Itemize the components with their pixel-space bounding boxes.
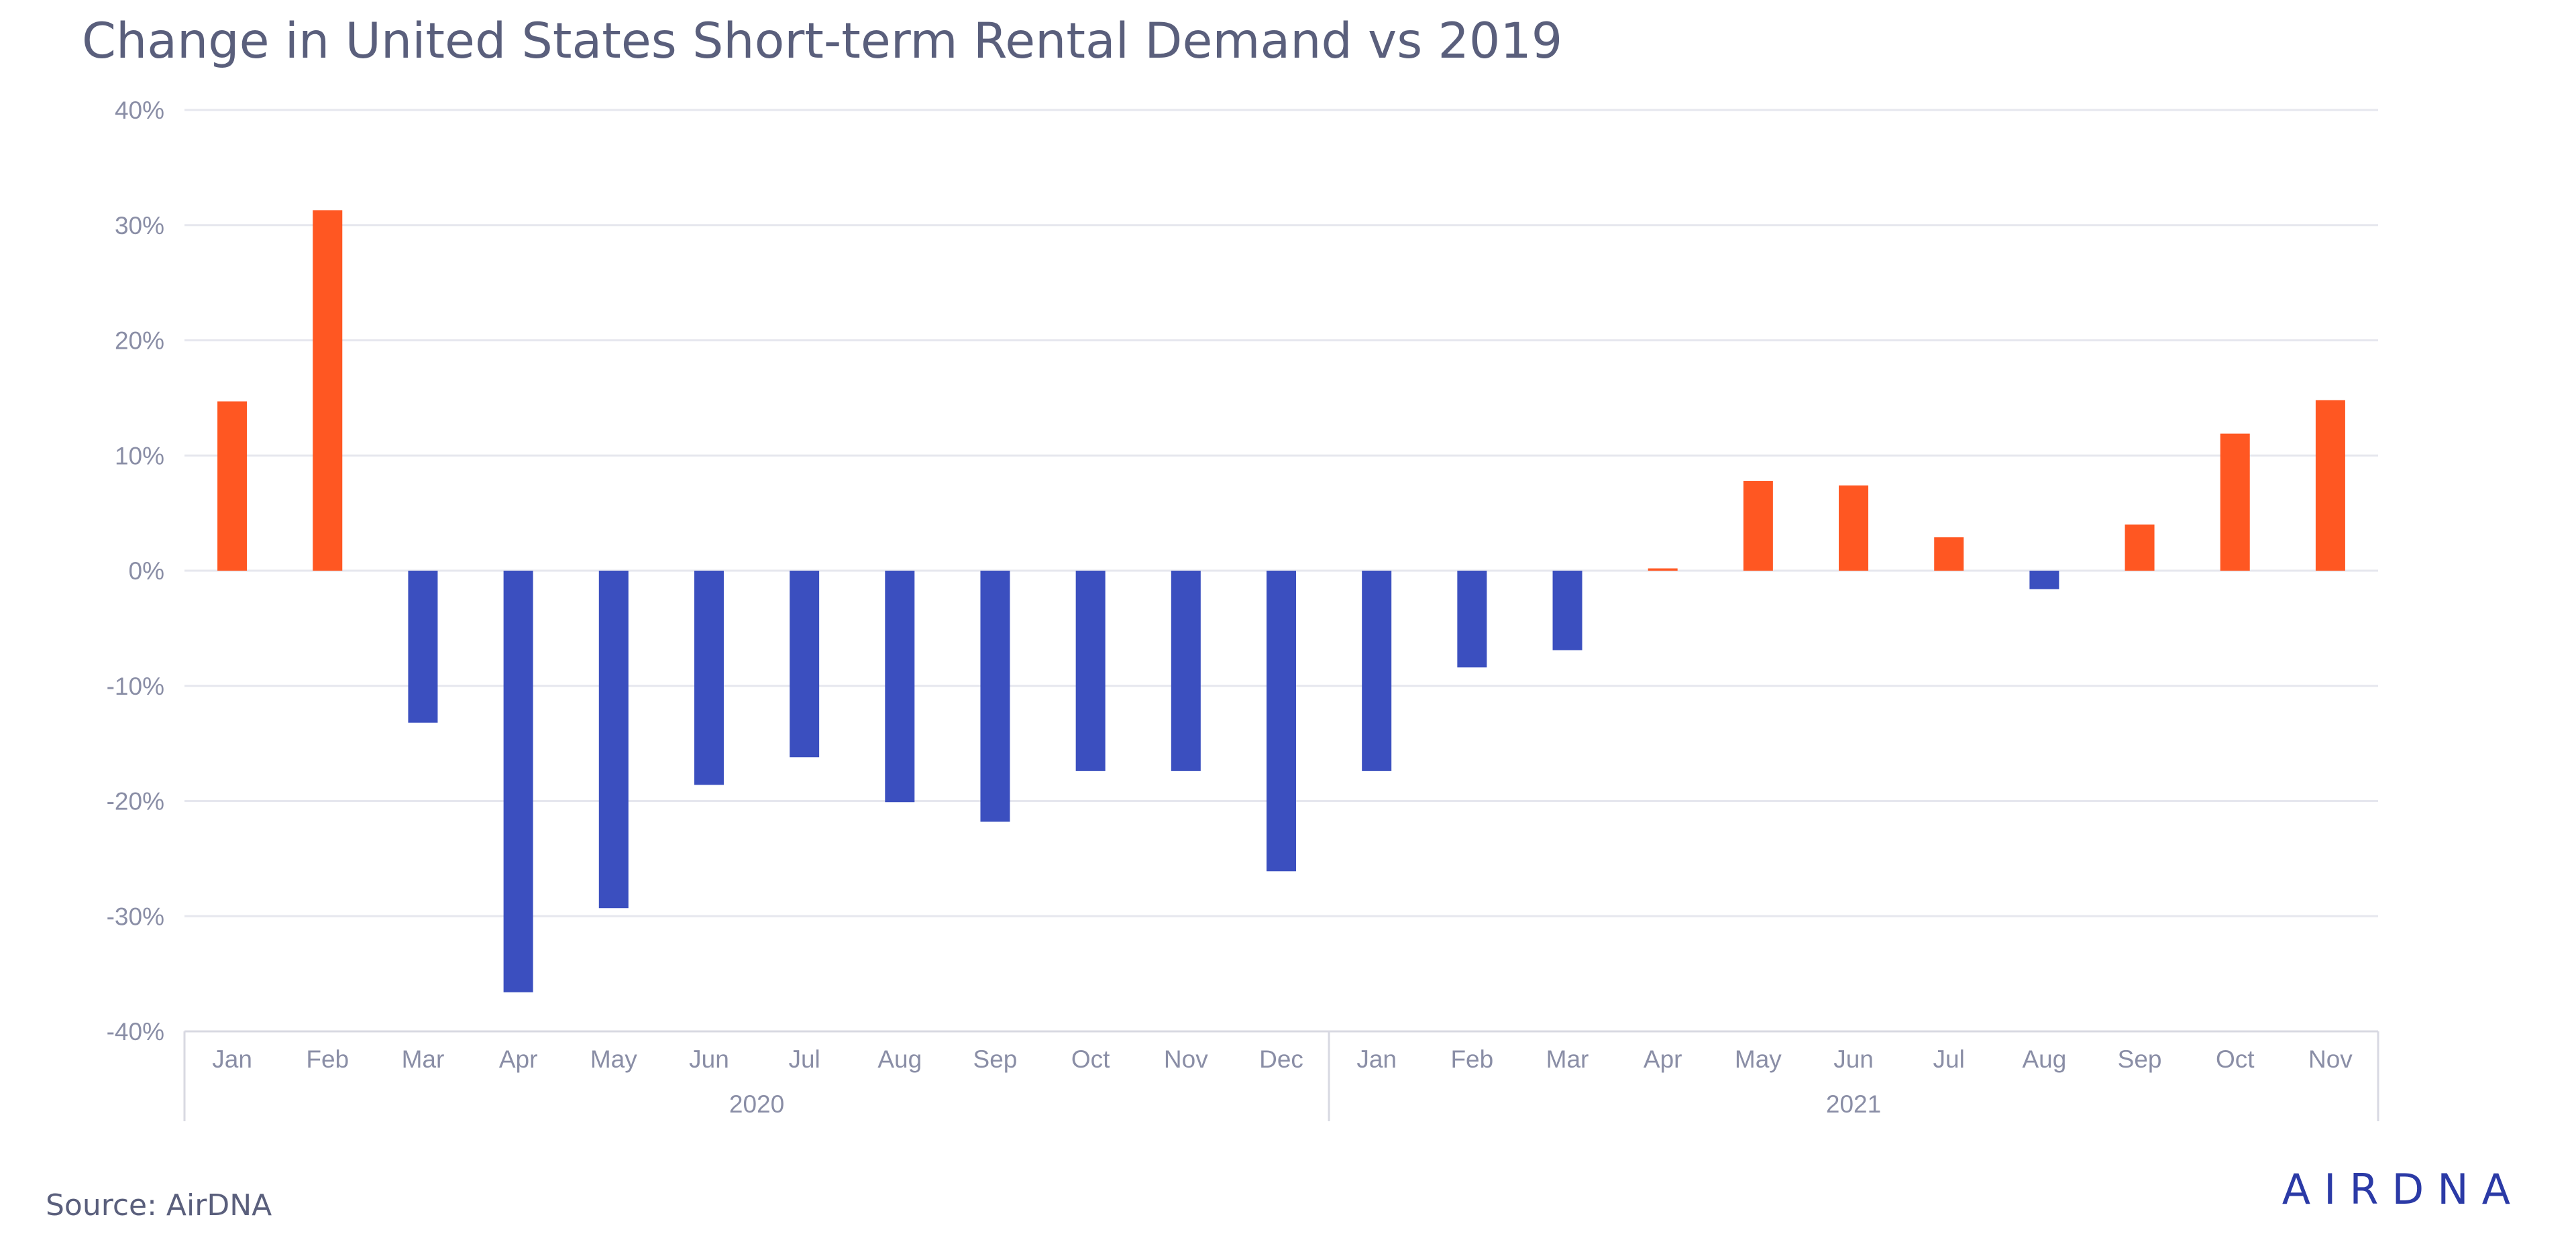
airdna-logo: AIRDNA xyxy=(2282,1165,2524,1214)
bar-19 xyxy=(1934,537,1964,571)
bar-20 xyxy=(2029,571,2059,589)
x-axis: Jan Feb Mar Apr May Jun Jul Aug Sep Oct Nov Dec Jan F… xyxy=(183,1030,2379,1121)
x-category-label: Oct xyxy=(2216,1045,2255,1073)
x-category-label: Oct xyxy=(1071,1045,1110,1073)
x-category-label: Dec xyxy=(1259,1045,1303,1073)
x-category-label: Mar xyxy=(402,1045,445,1073)
bar-21 xyxy=(2125,524,2155,571)
x-category-label: Jun xyxy=(1833,1045,1874,1073)
source-label: Source: AirDNA xyxy=(46,1188,272,1222)
y-tick-label: 40% xyxy=(115,97,164,124)
x-group-label: 2020 xyxy=(729,1090,784,1118)
bar-3 xyxy=(408,571,438,723)
logo-wordmark: AIRDNA xyxy=(2282,1165,2524,1214)
y-tick-label: 0% xyxy=(129,557,164,585)
x-category-label: Nov xyxy=(2308,1045,2353,1073)
x-category-label: Aug xyxy=(2022,1045,2066,1073)
bar-22 xyxy=(2220,433,2250,571)
x-category-label: Sep xyxy=(973,1045,1018,1073)
bar-10 xyxy=(1075,571,1106,771)
y-axis-tick-labels: 40% 30% 20% 10% 0% -10% -20% -30% -40% xyxy=(107,97,164,1045)
bar-11 xyxy=(1171,571,1201,771)
x-category-label: Feb xyxy=(306,1045,349,1073)
y-tick-label: -20% xyxy=(107,788,164,815)
bar-9 xyxy=(980,571,1010,822)
bar-15 xyxy=(1552,571,1582,650)
bars xyxy=(217,210,2345,992)
bar-16 xyxy=(1648,568,1678,571)
x-group-label: 2021 xyxy=(1826,1090,1881,1118)
chart-title: Change in United States Short-term Renta… xyxy=(82,13,1562,70)
bar-5 xyxy=(598,571,629,909)
y-tick-label: 10% xyxy=(115,442,164,469)
x-category-label: Sep xyxy=(2118,1045,2162,1073)
bar-8 xyxy=(885,571,915,803)
x-category-label: Jan xyxy=(212,1045,252,1073)
x-category-label: Apr xyxy=(1644,1045,1682,1073)
y-tick-label: -40% xyxy=(107,1018,164,1045)
bar-12 xyxy=(1267,571,1296,872)
y-tick-label: 20% xyxy=(115,327,164,355)
bar-14 xyxy=(1457,571,1487,668)
bar-2 xyxy=(313,210,343,571)
y-tick-label: -30% xyxy=(107,903,164,930)
bar-1 xyxy=(217,401,248,571)
bar-6 xyxy=(694,571,724,785)
x-category-label: May xyxy=(1735,1045,1782,1073)
x-category-label: Jun xyxy=(689,1045,729,1073)
x-category-label: May xyxy=(590,1045,637,1073)
x-category-label: Jan xyxy=(1356,1045,1397,1073)
x-category-label: Mar xyxy=(1546,1045,1589,1073)
y-tick-label: 30% xyxy=(115,212,164,239)
bar-4 xyxy=(503,571,533,992)
x-category-label: Apr xyxy=(499,1045,538,1073)
bar-18 xyxy=(1839,485,1869,571)
bar-7 xyxy=(790,571,820,758)
x-category-label: Feb xyxy=(1450,1045,1493,1073)
x-category-label: Aug xyxy=(877,1045,922,1073)
x-category-label: Jul xyxy=(1933,1045,1965,1073)
x-category-label: Jul xyxy=(788,1045,820,1073)
bar-23 xyxy=(2315,400,2345,571)
bar-17 xyxy=(1743,481,1773,571)
x-category-label: Nov xyxy=(1164,1045,1208,1073)
y-tick-label: -10% xyxy=(107,673,164,700)
bar-13 xyxy=(1362,571,1392,771)
